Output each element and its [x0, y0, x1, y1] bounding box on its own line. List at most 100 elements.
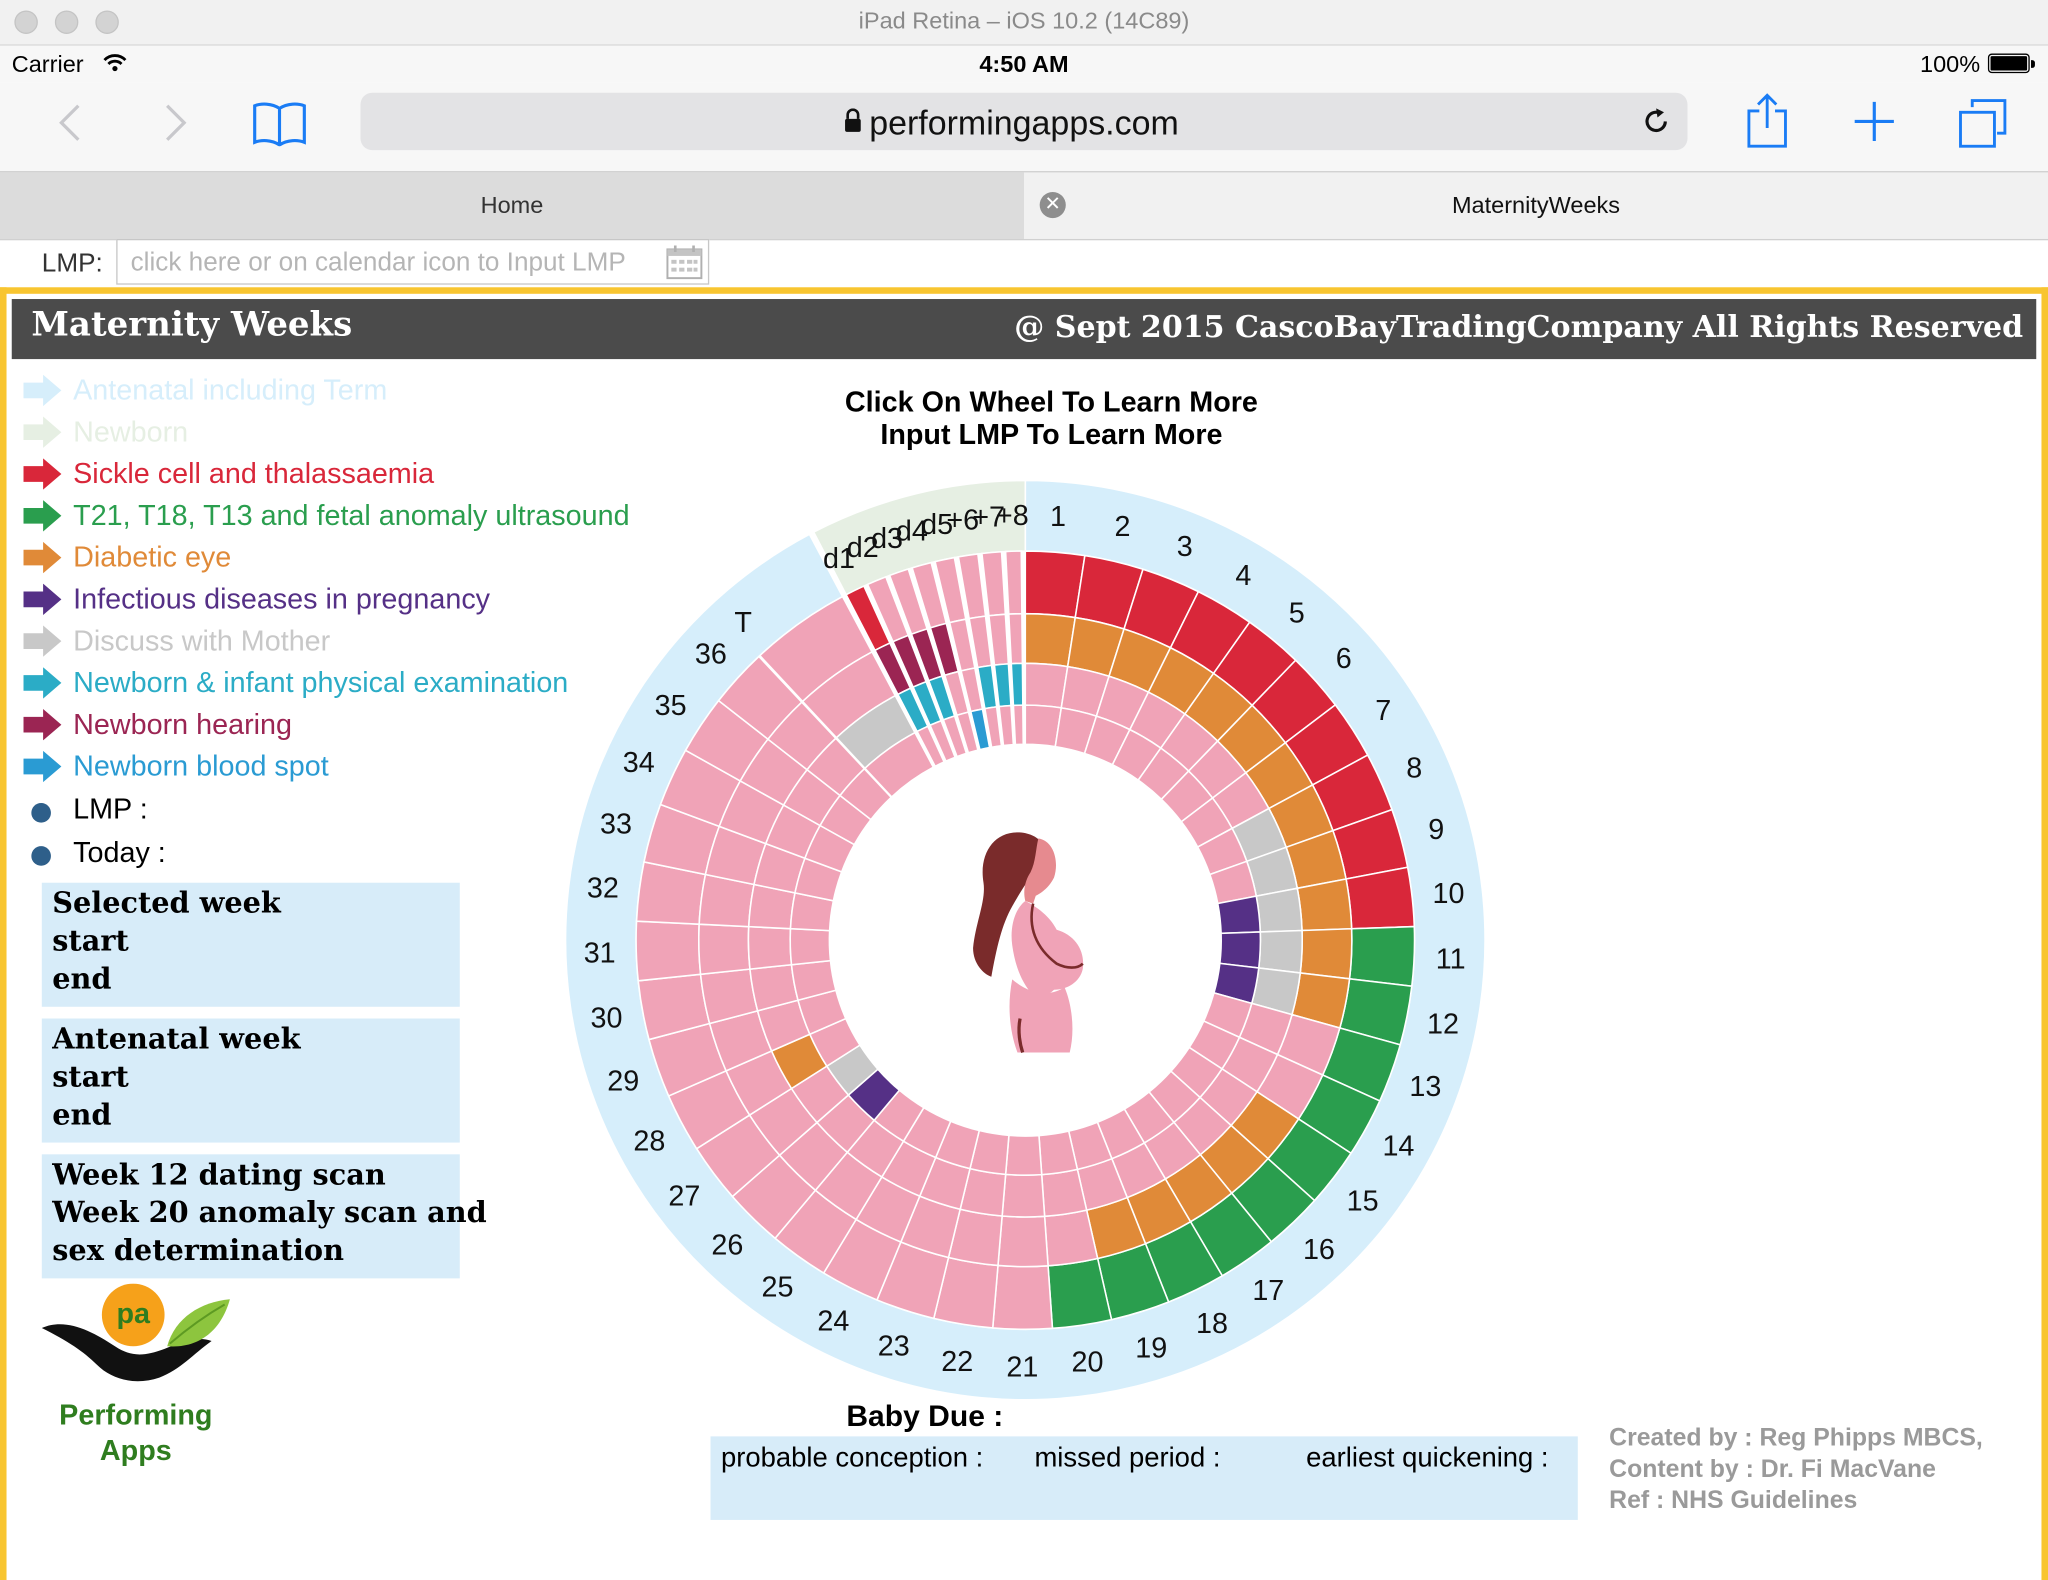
newborn-day-8-ring-4[interactable] — [1012, 704, 1025, 746]
lmp-input[interactable]: click here or on calendar icon to Input … — [116, 238, 710, 285]
instruction-line-1: Click On Wheel To Learn More — [844, 385, 1258, 418]
week-31-ring-1[interactable] — [635, 920, 702, 982]
lmp-label: LMP: — [41, 249, 103, 279]
newborn-day-3-ring-4[interactable] — [942, 715, 968, 758]
new-tab-icon[interactable] — [1852, 99, 1896, 143]
week-label-33: 33 — [600, 808, 632, 840]
week-21-ring-3[interactable] — [1001, 1173, 1046, 1218]
credit-reference: Ref : NHS Guidelines — [1609, 1487, 1858, 1515]
lock-icon — [845, 108, 861, 132]
week-31-ring-3[interactable] — [747, 925, 793, 970]
newborn-day-label-1: d1 — [823, 543, 855, 575]
week-label-5: 5 — [1289, 598, 1305, 630]
week-10-ring-4[interactable] — [1216, 895, 1262, 935]
week-10-ring-2[interactable] — [1296, 878, 1353, 932]
newborn-day-7-ring-3[interactable] — [993, 663, 1012, 708]
week-label-3: 3 — [1177, 531, 1193, 563]
week-11-ring-2[interactable] — [1299, 927, 1353, 980]
week-21-ring-1[interactable] — [991, 1264, 1054, 1331]
maternity-wheel[interactable]: 1 234567891011121314151617181920212223242… — [562, 477, 1489, 1404]
newborn-day-label-4: d4 — [896, 515, 928, 547]
simulator-title-bar: iPad Retina – iOS 10.2 (14C89) — [0, 0, 2048, 46]
arrow-icon — [23, 709, 62, 741]
week-label-20: 20 — [1072, 1347, 1104, 1379]
newborn-day-8-ring-2[interactable] — [1007, 612, 1024, 665]
week-31-ring-4[interactable] — [789, 927, 832, 966]
week-label-34: 34 — [623, 747, 655, 779]
today-marker-label: Today : — [73, 835, 166, 869]
tabs-icon[interactable] — [1957, 97, 2009, 149]
newborn-day-5-ring-4[interactable] — [969, 708, 991, 751]
close-window-button[interactable] — [14, 10, 38, 34]
week-31-ring-2[interactable] — [698, 923, 751, 976]
newborn-day-label-3: d3 — [871, 523, 903, 555]
week-label-7: 7 — [1375, 695, 1391, 727]
week-10-ring-3[interactable] — [1255, 887, 1303, 933]
tab-maternityweeks[interactable]: MaternityWeeks — [1451, 191, 1621, 219]
week-11-ring-3[interactable] — [1257, 929, 1303, 974]
app-frame — [0, 287, 2048, 1580]
tab-bar: Home MaternityWeeks ✕ — [0, 171, 2048, 241]
calendar-icon[interactable] — [666, 245, 703, 280]
logo-line-1: Performing — [59, 1398, 213, 1432]
close-tab-icon[interactable]: ✕ — [1039, 191, 1066, 219]
back-icon[interactable] — [55, 102, 86, 144]
newborn-day-8-ring-3[interactable] — [1010, 662, 1024, 707]
copyright-notice: @ Sept 2015 CascoBayTradingCompany All R… — [1014, 309, 2024, 345]
lmp-placeholder: click here or on calendar icon to Input … — [130, 248, 626, 277]
newborn-day-4-ring-4[interactable] — [955, 711, 979, 754]
battery-icon — [1987, 53, 2030, 74]
newborn-day-7-ring-4[interactable] — [998, 704, 1015, 747]
week-10-ring-1[interactable] — [1345, 866, 1416, 930]
zoom-window-button[interactable] — [95, 10, 119, 34]
tab-home[interactable]: Home — [0, 172, 1024, 239]
due-details-box: probable conception : missed period : ea… — [710, 1436, 1578, 1520]
selected-week-start: start — [52, 924, 129, 959]
week-label-30: 30 — [591, 1002, 623, 1034]
wheel-instructions: Click On Wheel To Learn More Input LMP T… — [731, 385, 1371, 450]
reload-icon[interactable] — [1640, 106, 1671, 137]
forward-icon[interactable] — [159, 102, 190, 144]
week-11-ring-4[interactable] — [1218, 931, 1262, 969]
status-bar: Carrier 4:50 AM 100% — [0, 45, 2048, 83]
week-label-29: 29 — [607, 1066, 639, 1098]
week-21-ring-4[interactable] — [1004, 1134, 1043, 1176]
week-label-21: 21 — [1006, 1351, 1038, 1383]
week-21-ring-2[interactable] — [997, 1215, 1049, 1268]
term-ring-4[interactable] — [863, 731, 935, 799]
newborn-day-label-5: d5 — [921, 509, 953, 541]
week-11-ring-1[interactable] — [1348, 925, 1416, 988]
legend-label: Newborn blood spot — [73, 749, 329, 783]
newborn-day-label-8: +8 — [996, 500, 1029, 532]
newborn-day-1-ring-4[interactable] — [916, 725, 946, 768]
antenatal-week-box: Antenatal week start end — [41, 1018, 460, 1143]
pregnant-woman-icon — [973, 832, 1084, 1053]
week-1-ring-3[interactable] — [1024, 662, 1069, 709]
week-label-31: 31 — [584, 938, 616, 970]
address-bar[interactable]: performingapps.com — [360, 92, 1688, 151]
newborn-day-2-ring-4[interactable] — [929, 719, 957, 763]
week-label-24: 24 — [817, 1306, 849, 1338]
wheel-segments[interactable] — [564, 479, 1486, 1401]
week-label-17: 17 — [1252, 1275, 1284, 1307]
newborn-day-7-ring-1[interactable] — [981, 550, 1007, 617]
week-label-9: 9 — [1428, 814, 1444, 846]
lmp-dot — [31, 803, 51, 823]
newborn-day-6-ring-4[interactable] — [983, 706, 1003, 749]
legend-label: Infectious diseases in pregnancy — [73, 582, 491, 616]
week-label-26: 26 — [711, 1230, 743, 1262]
arrow-icon — [23, 583, 62, 616]
week-label-15: 15 — [1347, 1185, 1379, 1217]
legend-label: Discuss with Mother — [73, 624, 331, 657]
newborn-day-8-ring-1[interactable] — [1004, 550, 1023, 615]
bookmarks-icon[interactable] — [251, 99, 308, 147]
logo-wordmark: Performing Apps — [39, 1397, 232, 1468]
share-icon[interactable] — [1745, 91, 1789, 148]
minimize-window-button[interactable] — [54, 10, 79, 34]
carrier-label: Carrier — [11, 50, 84, 78]
week-1-ring-2[interactable] — [1024, 612, 1077, 668]
week-1-ring-1[interactable] — [1024, 550, 1086, 619]
newborn-day-7-ring-2[interactable] — [988, 613, 1010, 666]
week-label-35: 35 — [655, 690, 687, 722]
